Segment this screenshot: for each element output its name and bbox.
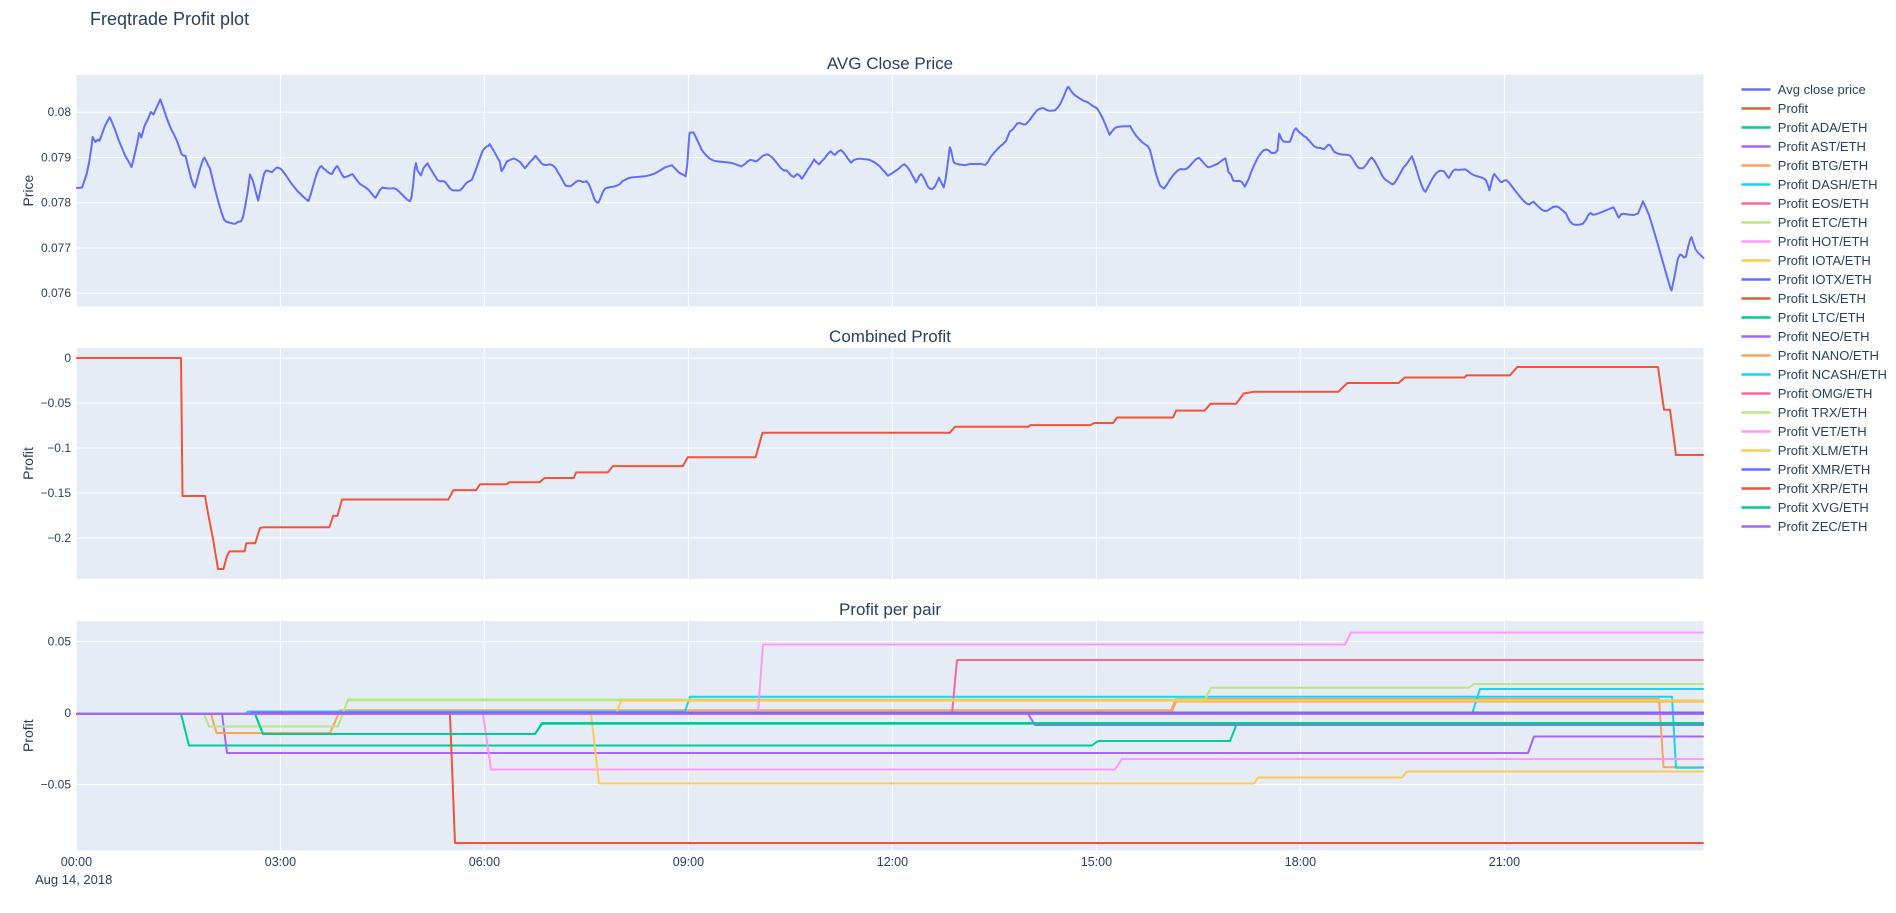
svg-text:Avg close price: Avg close price <box>1778 82 1866 97</box>
svg-text:Profit NEO/ETH: Profit NEO/ETH <box>1778 329 1870 344</box>
svg-text:Profit XRP/ETH: Profit XRP/ETH <box>1778 481 1868 496</box>
svg-text:12:00: 12:00 <box>877 855 908 869</box>
svg-text:Profit ZEC/ETH: Profit ZEC/ETH <box>1778 519 1868 534</box>
svg-text:Profit XLM/ETH: Profit XLM/ETH <box>1778 443 1868 458</box>
svg-text:Combined Profit: Combined Profit <box>829 327 951 346</box>
svg-text:Price: Price <box>20 174 36 206</box>
svg-text:15:00: 15:00 <box>1081 855 1112 869</box>
svg-text:0.079: 0.079 <box>41 151 71 165</box>
svg-text:Profit VET/ETH: Profit VET/ETH <box>1778 424 1867 439</box>
svg-text:03:00: 03:00 <box>265 855 296 869</box>
svg-text:Freqtrade Profit plot: Freqtrade Profit plot <box>90 9 249 29</box>
svg-text:AVG Close Price: AVG Close Price <box>827 54 953 73</box>
svg-text:0.05: 0.05 <box>48 635 72 649</box>
svg-text:Profit IOTX/ETH: Profit IOTX/ETH <box>1778 272 1872 287</box>
svg-text:−0.05: −0.05 <box>41 396 72 410</box>
svg-text:Profit TRX/ETH: Profit TRX/ETH <box>1778 405 1867 420</box>
svg-text:06:00: 06:00 <box>469 855 500 869</box>
svg-text:0: 0 <box>64 706 71 720</box>
svg-text:09:00: 09:00 <box>673 855 704 869</box>
svg-text:Profit NANO/ETH: Profit NANO/ETH <box>1778 348 1879 363</box>
svg-text:Profit OMG/ETH: Profit OMG/ETH <box>1778 386 1873 401</box>
svg-text:−0.15: −0.15 <box>41 486 72 500</box>
svg-text:Profit EOS/ETH: Profit EOS/ETH <box>1778 196 1869 211</box>
svg-text:−0.1: −0.1 <box>47 441 71 455</box>
svg-text:0.077: 0.077 <box>41 241 71 255</box>
svg-text:21:00: 21:00 <box>1489 855 1520 869</box>
svg-text:Profit XMR/ETH: Profit XMR/ETH <box>1778 462 1870 477</box>
svg-text:Profit DASH/ETH: Profit DASH/ETH <box>1778 177 1878 192</box>
svg-text:Profit per pair: Profit per pair <box>839 600 941 619</box>
svg-text:Profit HOT/ETH: Profit HOT/ETH <box>1778 234 1869 249</box>
svg-text:Profit XVG/ETH: Profit XVG/ETH <box>1778 500 1869 515</box>
svg-text:Profit: Profit <box>20 447 36 480</box>
svg-text:0.076: 0.076 <box>41 286 71 300</box>
svg-text:Profit IOTA/ETH: Profit IOTA/ETH <box>1778 253 1871 268</box>
svg-text:Profit ADA/ETH: Profit ADA/ETH <box>1778 120 1868 135</box>
svg-text:−0.2: −0.2 <box>47 531 71 545</box>
svg-text:0.078: 0.078 <box>41 196 71 210</box>
svg-text:−0.05: −0.05 <box>41 778 72 792</box>
svg-text:Profit ETC/ETH: Profit ETC/ETH <box>1778 215 1868 230</box>
svg-text:Profit BTG/ETH: Profit BTG/ETH <box>1778 158 1868 173</box>
svg-text:Profit AST/ETH: Profit AST/ETH <box>1778 139 1866 154</box>
svg-text:Profit: Profit <box>1778 101 1809 116</box>
svg-text:Aug 14, 2018: Aug 14, 2018 <box>35 872 112 887</box>
svg-text:Profit NCASH/ETH: Profit NCASH/ETH <box>1778 367 1887 382</box>
svg-text:00:00: 00:00 <box>61 855 92 869</box>
svg-text:Profit LTC/ETH: Profit LTC/ETH <box>1778 310 1865 325</box>
svg-text:18:00: 18:00 <box>1285 855 1316 869</box>
svg-text:0: 0 <box>64 351 71 365</box>
svg-text:Profit: Profit <box>20 719 36 752</box>
svg-text:Profit LSK/ETH: Profit LSK/ETH <box>1778 291 1866 306</box>
svg-text:0.08: 0.08 <box>48 105 72 119</box>
